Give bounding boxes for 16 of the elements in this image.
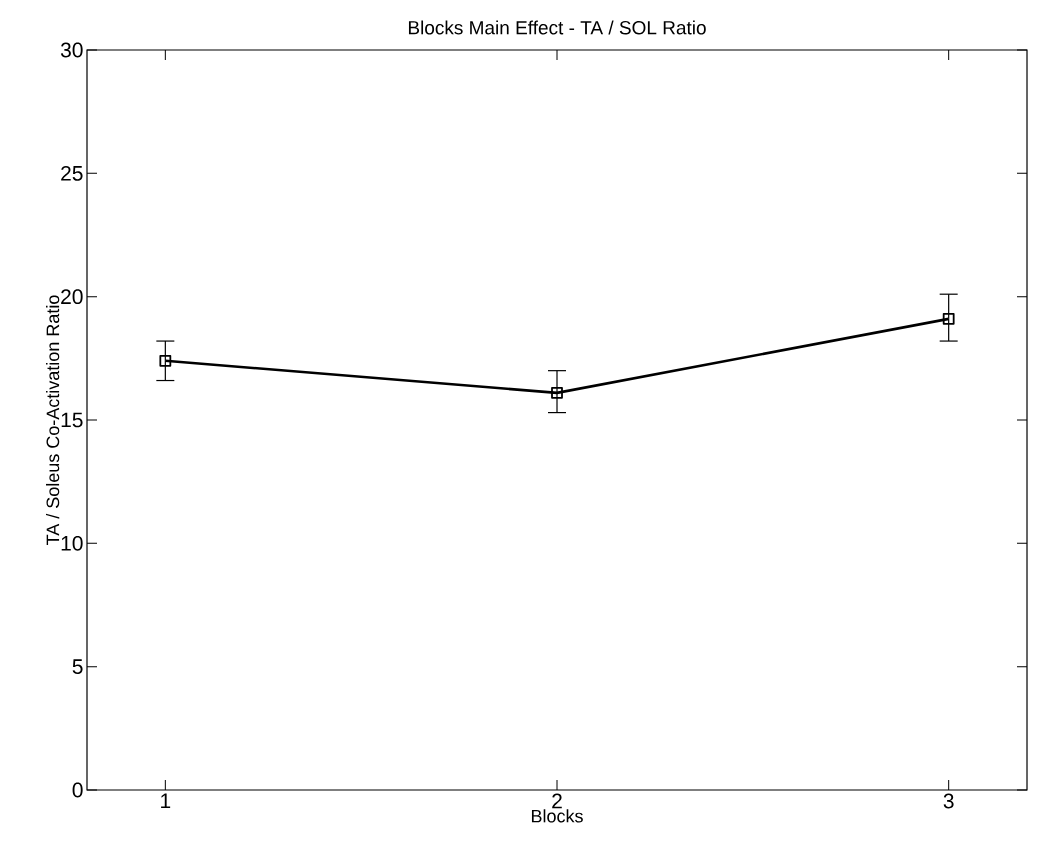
x-axis-title: Blocks: [531, 809, 583, 823]
y-axis-title: TA / Soleus Co-Activation Ratio: [46, 295, 60, 545]
x-tick-label: 1: [161, 793, 171, 808]
x-tick-label: 3: [943, 793, 954, 809]
point: [159, 354, 172, 367]
y-tick-label: 20: [61, 289, 83, 305]
point: [942, 312, 955, 325]
y-tick-label: 30: [60, 42, 83, 58]
y-tick-label: 0: [72, 782, 83, 798]
y-tick-label: 25: [61, 165, 83, 181]
point: [551, 386, 563, 399]
chart-title: Blocks Main Effect - TA / SOL Ratio: [408, 20, 706, 35]
x-tick-label: 2: [552, 793, 562, 809]
y-tick-label: 5: [72, 659, 83, 674]
y-tick-label: 15: [61, 412, 83, 428]
y-tick-label: 10: [61, 535, 83, 551]
